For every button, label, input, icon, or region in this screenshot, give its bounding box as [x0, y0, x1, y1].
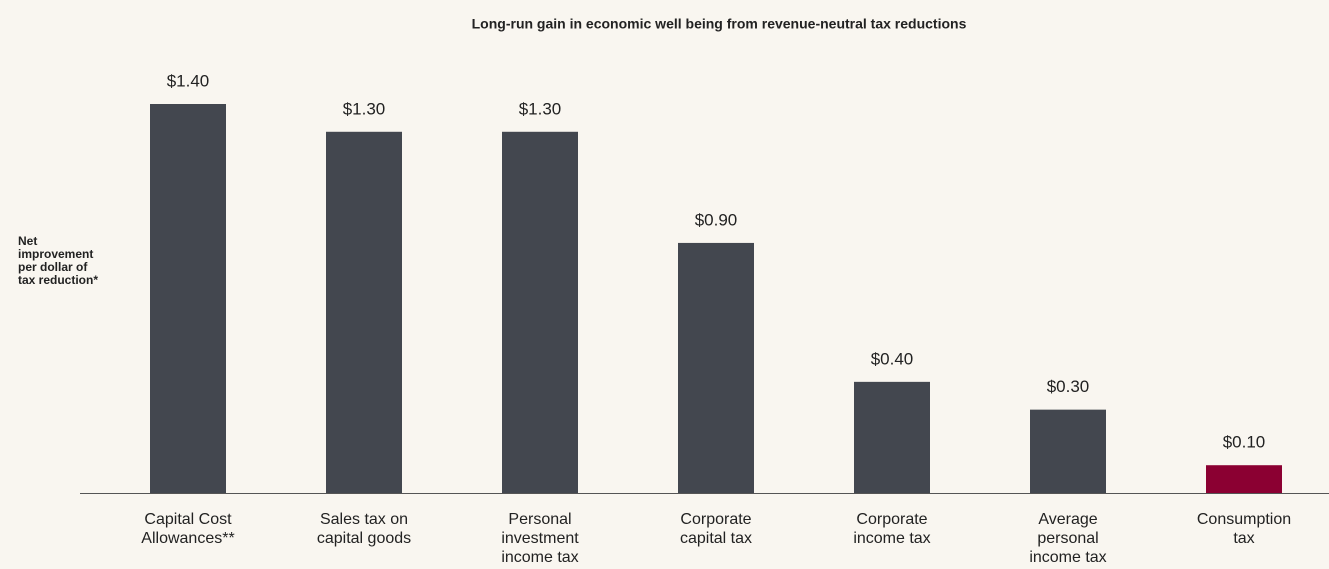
x-tick-label: Personal investment income tax	[501, 511, 579, 566]
bar	[854, 381, 930, 493]
bar	[326, 131, 402, 494]
chart-title: Long-run gain in economic well being fro…	[472, 16, 967, 32]
value-label: $1.30	[343, 99, 386, 118]
value-label: $1.40	[167, 71, 210, 90]
x-tick-label: Capital Cost Allowances**	[141, 511, 234, 547]
value-label: $1.30	[519, 99, 562, 118]
y-axis-label: Net improvement per dollar of tax reduction…	[18, 234, 98, 287]
bar	[150, 104, 226, 493]
value-label: $0.30	[1047, 377, 1090, 396]
bar	[1030, 409, 1106, 493]
x-tick-label: Average personal income tax	[1029, 511, 1106, 566]
bar	[1206, 465, 1282, 493]
value-label: $0.10	[1223, 433, 1266, 452]
value-label: $0.90	[695, 210, 738, 229]
bar	[502, 131, 578, 494]
x-tick-label: Consumption tax	[1197, 511, 1291, 547]
x-tick-label: Corporate income tax	[853, 511, 930, 547]
bar	[678, 242, 754, 493]
value-label: $0.40	[871, 349, 914, 368]
x-tick-label: Sales tax on capital goods	[317, 511, 411, 547]
x-tick-label: Corporate capital tax	[680, 511, 752, 547]
